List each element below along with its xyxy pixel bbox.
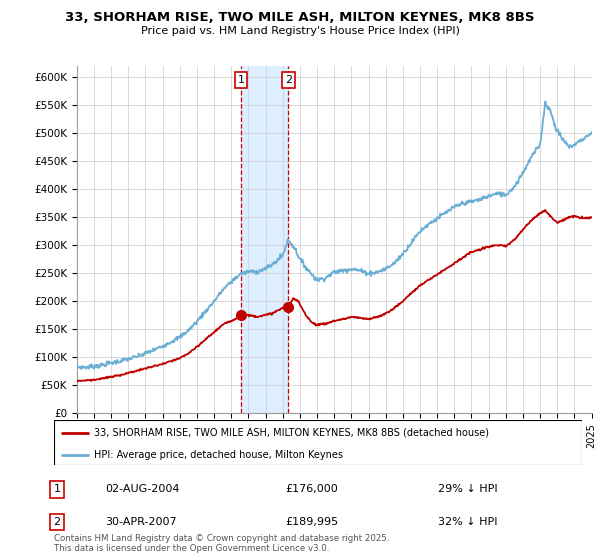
Text: 2: 2 (285, 75, 292, 85)
Text: £176,000: £176,000 (286, 484, 338, 494)
Text: Price paid vs. HM Land Registry's House Price Index (HPI): Price paid vs. HM Land Registry's House … (140, 26, 460, 36)
Text: 30-APR-2007: 30-APR-2007 (105, 517, 176, 527)
Text: 33, SHORHAM RISE, TWO MILE ASH, MILTON KEYNES, MK8 8BS (detached house): 33, SHORHAM RISE, TWO MILE ASH, MILTON K… (94, 427, 488, 437)
Text: Contains HM Land Registry data © Crown copyright and database right 2025.
This d: Contains HM Land Registry data © Crown c… (54, 534, 389, 553)
Text: 32% ↓ HPI: 32% ↓ HPI (438, 517, 497, 527)
Text: 2: 2 (53, 517, 61, 527)
Text: 1: 1 (53, 484, 61, 494)
Bar (241, 66, 289, 413)
Text: 02-AUG-2004: 02-AUG-2004 (105, 484, 179, 494)
Text: HPI: Average price, detached house, Milton Keynes: HPI: Average price, detached house, Milt… (94, 450, 343, 460)
Text: 29% ↓ HPI: 29% ↓ HPI (438, 484, 497, 494)
Text: 33, SHORHAM RISE, TWO MILE ASH, MILTON KEYNES, MK8 8BS: 33, SHORHAM RISE, TWO MILE ASH, MILTON K… (65, 11, 535, 24)
Text: £189,995: £189,995 (286, 517, 338, 527)
Text: 1: 1 (238, 75, 245, 85)
